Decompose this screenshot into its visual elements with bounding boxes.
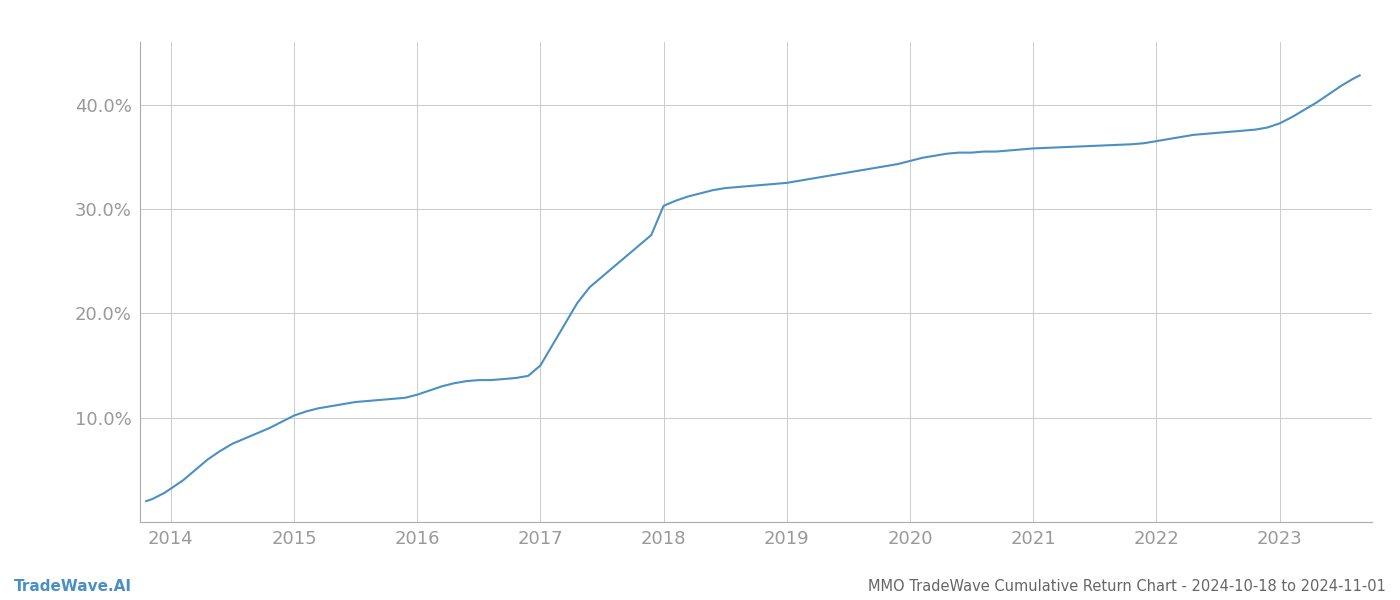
Text: TradeWave.AI: TradeWave.AI (14, 579, 132, 594)
Text: MMO TradeWave Cumulative Return Chart - 2024-10-18 to 2024-11-01: MMO TradeWave Cumulative Return Chart - … (868, 579, 1386, 594)
